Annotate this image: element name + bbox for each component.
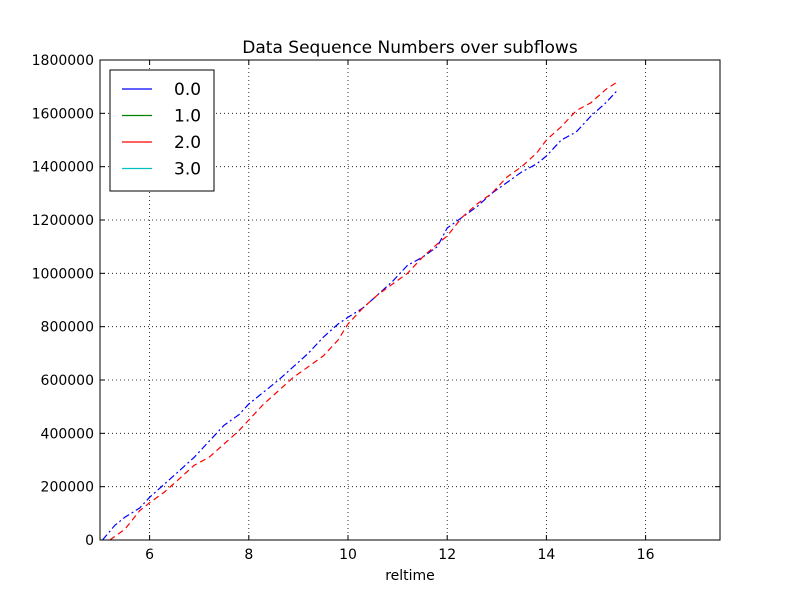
series-lines (102, 80, 619, 541)
series-line-2.0 (109, 80, 619, 541)
y-tick-label: 1200000 (32, 213, 94, 229)
axis-ticks: 6 8 10 12 14 16 0 200000 400000 600000 800000 10000… (32, 53, 720, 563)
legend-label: 0.0 (174, 80, 201, 100)
y-tick-label: 0 (85, 533, 94, 549)
x-tick-label: 14 (537, 547, 555, 563)
legend-label: 1.0 (174, 107, 201, 127)
x-tick-label: 10 (339, 547, 357, 563)
y-tick-label: 1600000 (32, 106, 94, 122)
legend-box (109, 69, 215, 192)
x-tick-label: 8 (244, 547, 253, 563)
legend: 0.0 1.0 2.0 3.0 (109, 69, 215, 192)
chart-title: Data Sequence Numbers over subflows (242, 38, 578, 58)
y-tick-label: 400000 (41, 426, 94, 442)
x-axis-title: reltime (385, 568, 435, 584)
y-tick-label: 1400000 (32, 160, 94, 176)
x-tick-label: 6 (145, 547, 154, 563)
series-line-0.0 (102, 88, 619, 541)
x-tick-label: 16 (637, 547, 655, 563)
y-tick-label: 1800000 (32, 53, 94, 69)
legend-label: 3.0 (174, 160, 201, 180)
y-tick-label: 600000 (41, 373, 94, 389)
plot-frame (99, 59, 721, 541)
x-tick-label: 12 (438, 547, 456, 563)
y-tick-label: 1000000 (32, 266, 94, 282)
y-tick-label: 800000 (41, 320, 94, 336)
legend-label: 2.0 (174, 133, 201, 153)
y-tick-label: 200000 (41, 480, 94, 496)
